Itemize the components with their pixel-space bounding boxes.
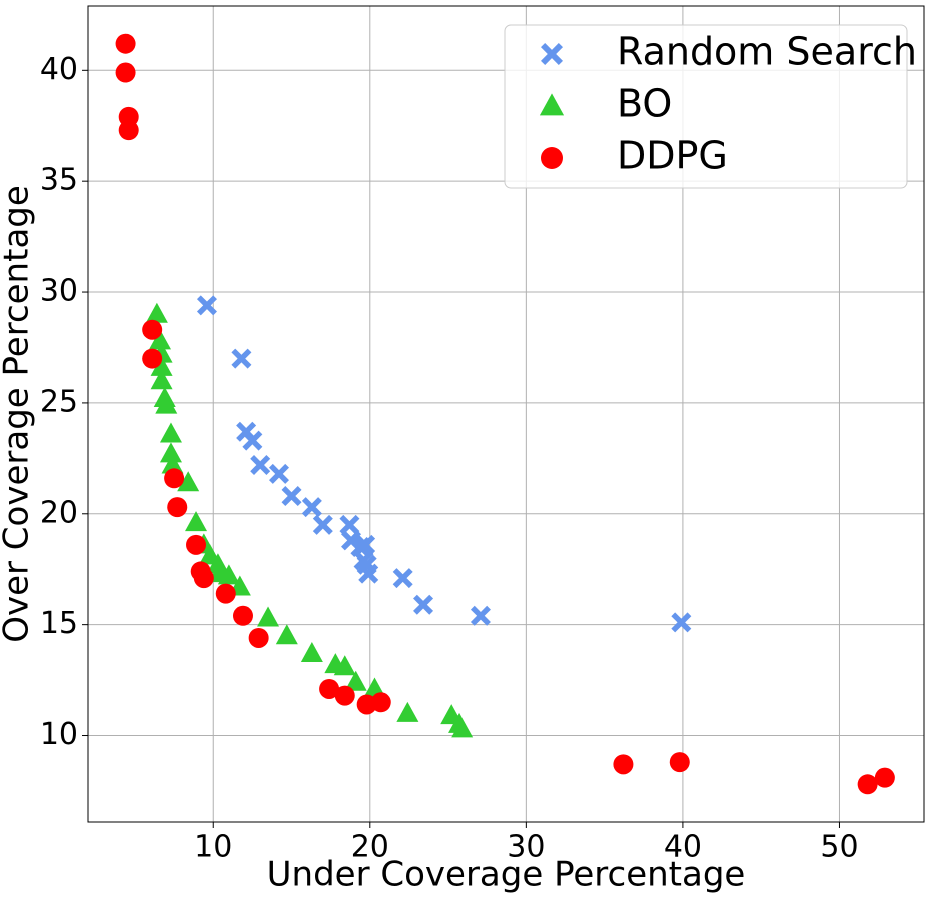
point [196, 295, 217, 316]
y-tick-label: 15 [40, 606, 78, 641]
point [167, 497, 188, 518]
y-tick-label: 40 [40, 52, 78, 87]
point [339, 514, 360, 535]
point [159, 442, 182, 463]
point [669, 752, 690, 773]
point [413, 594, 434, 615]
point [355, 534, 376, 555]
point [185, 511, 208, 532]
point [215, 583, 236, 604]
y-tick-label: 20 [40, 495, 78, 530]
x-tick-label: 50 [820, 830, 858, 865]
point [344, 670, 367, 691]
point [334, 685, 355, 706]
point [257, 606, 280, 627]
legend-marker [541, 147, 563, 169]
point [150, 369, 173, 390]
point [613, 754, 634, 775]
point [150, 355, 173, 376]
plot-frame [87, 5, 925, 823]
point [358, 563, 379, 584]
y-tick-label: 30 [40, 274, 78, 309]
point [248, 627, 269, 648]
point [319, 678, 340, 699]
y-tick-label: 10 [40, 717, 78, 752]
point [874, 767, 895, 788]
point [470, 605, 491, 626]
point [268, 463, 289, 484]
point [232, 605, 253, 626]
point [231, 348, 252, 369]
x-tick-label: 10 [194, 830, 232, 865]
x-tick-label: 20 [351, 830, 389, 865]
point [301, 497, 322, 518]
point [159, 422, 182, 443]
point [275, 624, 298, 645]
point [186, 534, 207, 555]
point [242, 430, 263, 451]
y-tick-label: 25 [40, 384, 78, 419]
point [312, 514, 333, 535]
x-tick-label: 30 [507, 830, 545, 865]
point [142, 319, 163, 340]
point [396, 701, 419, 722]
point [155, 393, 178, 414]
point [164, 468, 185, 489]
x-axis-label: Under Coverage Percentage [267, 855, 746, 895]
point [451, 717, 474, 738]
legend-label: DDPG [617, 134, 728, 178]
point [206, 553, 229, 574]
point [250, 455, 271, 475]
legend-box [504, 24, 908, 189]
point [671, 612, 692, 633]
legend: Random Search BO DDPG [504, 24, 917, 189]
legend-marker [541, 43, 563, 65]
legend-label: BO [617, 82, 672, 126]
y-tick-label: 35 [40, 163, 78, 198]
point [370, 692, 391, 713]
point [142, 348, 163, 369]
point [193, 568, 214, 589]
point [115, 62, 136, 83]
point [118, 120, 139, 141]
point [115, 33, 136, 54]
point [281, 486, 302, 507]
point [392, 568, 413, 589]
legend-label: Random Search [617, 30, 917, 74]
point [145, 302, 168, 323]
x-tick-label: 40 [664, 830, 702, 865]
point [149, 329, 172, 350]
point [333, 655, 356, 676]
legend-marker [539, 93, 565, 116]
point [217, 564, 240, 585]
point [300, 641, 323, 662]
point [161, 453, 184, 474]
point [177, 471, 200, 492]
y-axis-label: Over Coverage Percentage [0, 185, 37, 643]
point [857, 774, 878, 795]
